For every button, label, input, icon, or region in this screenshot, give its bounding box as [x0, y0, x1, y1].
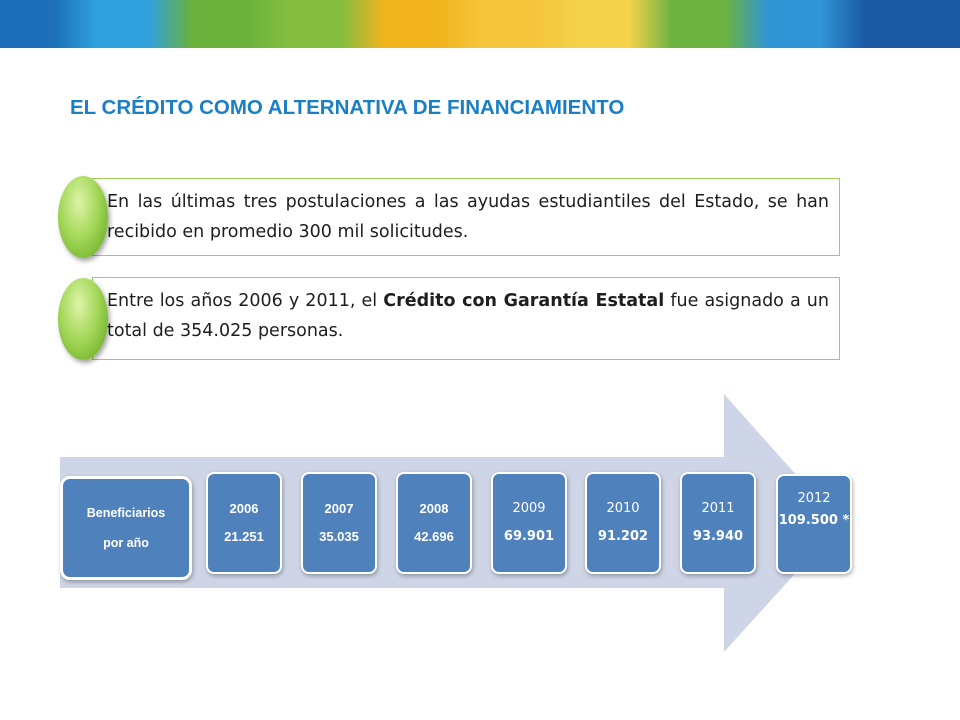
- header-stripe: [288, 0, 384, 48]
- beneficiaries-value: 69.901: [503, 529, 555, 544]
- beneficiarios-label-card: Beneficiarios por año: [60, 476, 192, 580]
- info-box-credito: Entre los años 2006 y 2011, el Crédito c…: [92, 277, 840, 360]
- year-card-2011: 2011 93.940: [680, 472, 756, 574]
- info-text-credito-end: fue asignado a un total de 354.025 perso…: [107, 291, 829, 341]
- slide-title: EL CRÉDITO COMO ALTERNATIVA DE FINANCIAM…: [70, 96, 625, 119]
- year-label: 2009: [512, 501, 546, 516]
- header-stripe: [96, 0, 192, 48]
- year-label: 2008: [419, 501, 449, 516]
- year-card-2009: 2009 69.901: [491, 472, 567, 574]
- header-stripe: [480, 0, 576, 48]
- beneficiaries-value: 109.500 *: [778, 513, 850, 528]
- header-stripe: [768, 0, 864, 48]
- beneficiaries-value: 42.696: [414, 529, 454, 544]
- year-label: 2007: [324, 501, 354, 516]
- beneficiarios-label-line1: Beneficiarios: [86, 506, 166, 520]
- year-label: 2011: [701, 501, 735, 516]
- beneficiaries-value: 21.251: [224, 529, 264, 544]
- info-text-credito-start: Entre los años 2006 y 2011, el: [107, 291, 384, 311]
- header-stripe-bar: [0, 0, 960, 48]
- header-stripe: [576, 0, 672, 48]
- beneficiaries-value: 93.940: [692, 529, 744, 544]
- year-card-2007: 2007 35.035: [301, 472, 377, 574]
- info-text-credito-bold: Crédito con Garantía Estatal: [383, 291, 665, 311]
- header-stripe: [672, 0, 768, 48]
- beneficiaries-value: 35.035: [319, 529, 359, 544]
- green-bullet-icon: [58, 176, 108, 258]
- year-card-2010: 2010 91.202: [585, 472, 661, 574]
- header-stripe: [192, 0, 288, 48]
- year-label: 2012: [797, 491, 831, 506]
- beneficiaries-value: 91.202: [597, 529, 649, 544]
- header-stripe: [0, 0, 96, 48]
- info-box-solicitudes: En las últimas tres postulaciones a las …: [92, 178, 840, 256]
- year-card-2012: 2012 109.500 *: [776, 474, 852, 574]
- year-label: 2006: [229, 501, 259, 516]
- year-card-2008: 2008 42.696: [396, 472, 472, 574]
- header-stripe: [384, 0, 480, 48]
- green-bullet-icon: [58, 278, 108, 360]
- info-text-credito: Entre los años 2006 y 2011, el Crédito c…: [93, 278, 839, 346]
- year-card-2006: 2006 21.251: [206, 472, 282, 574]
- info-text-solicitudes: En las últimas tres postulaciones a las …: [107, 192, 829, 242]
- beneficiarios-label-line2: por año: [103, 536, 149, 550]
- header-stripe: [864, 0, 960, 48]
- year-label: 2010: [606, 501, 640, 516]
